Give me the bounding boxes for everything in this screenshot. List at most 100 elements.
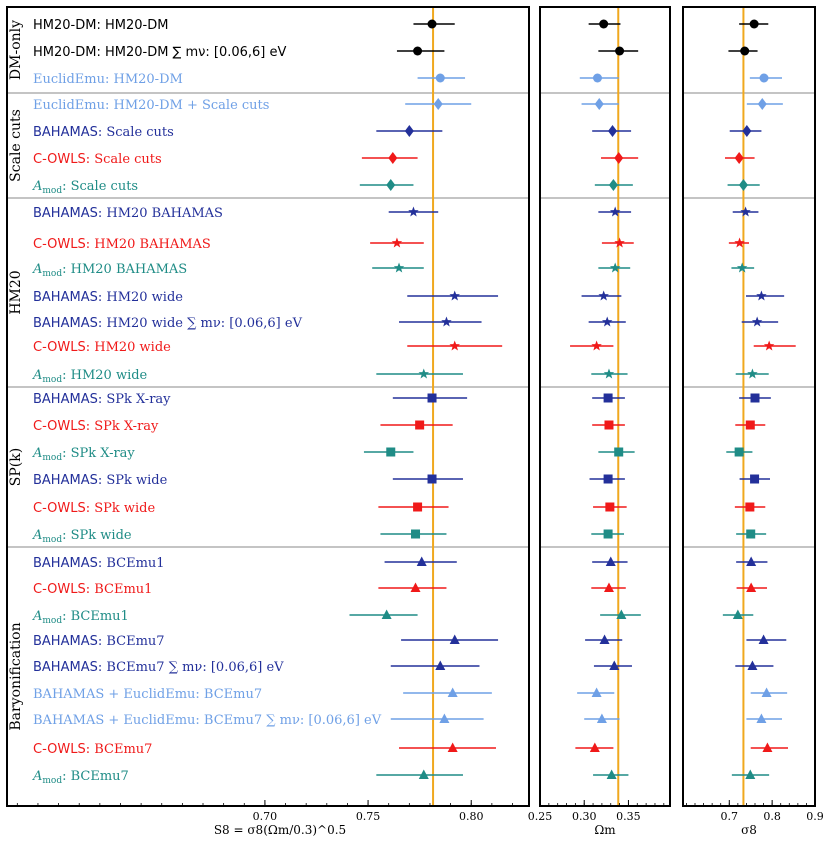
row-label: BAHAMAS: HM20 wide ∑ mν: [0.06,6] eV	[33, 316, 303, 331]
axis-label-3: σ8	[741, 823, 757, 837]
marker-star	[408, 206, 419, 217]
marker-star	[736, 262, 748, 273]
marker-star	[391, 237, 403, 248]
row-label: C-OWLS: HM20 BAHAMAS	[33, 237, 211, 252]
marker-diamond	[742, 125, 752, 137]
panels-background	[7, 7, 815, 806]
marker-triangle	[439, 713, 450, 723]
row-label: BAHAMAS: SPk wide	[33, 473, 168, 488]
row-label: Amod: BCEmu7	[32, 769, 129, 786]
tick-label: 0.9	[806, 810, 824, 823]
marker-circle	[427, 19, 437, 29]
marker-triangle	[599, 634, 610, 644]
marker-square	[413, 502, 423, 512]
row-label: C-OWLS: SPk wide	[33, 501, 156, 516]
row-label: Amod: Scale cuts	[32, 179, 138, 196]
row-label: BAHAMAS: HM20 BAHAMAS	[33, 206, 223, 221]
panel-2-frame	[539, 6, 671, 807]
marker-diamond	[608, 125, 618, 137]
marker-square	[745, 502, 755, 512]
row-label: BAHAMAS: HM20 wide	[33, 290, 183, 305]
marker-triangle	[606, 769, 617, 779]
row-label: BAHAMAS + EuclidEmu: BCEmu7 ∑ mν: [0.06,…	[33, 713, 382, 728]
marker-triangle	[416, 556, 427, 566]
row-label: EuclidEmu: HM20-DM	[33, 72, 183, 87]
marker-triangle	[605, 556, 616, 566]
marker-triangle	[603, 582, 614, 592]
marker-triangle	[746, 556, 757, 566]
row-label: HM20-DM: HM20-DM	[33, 18, 168, 33]
marker-square	[750, 393, 760, 403]
marker-circle	[749, 19, 759, 29]
marker-square	[415, 420, 425, 430]
marker-triangle	[589, 742, 600, 752]
tick-label: 0.25	[528, 810, 553, 823]
marker-diamond	[738, 179, 748, 191]
marker-circle	[740, 46, 750, 56]
marker-star	[603, 368, 615, 379]
marker-diamond	[757, 98, 767, 110]
marker-star	[601, 316, 613, 327]
tick-label: 0.75	[356, 810, 381, 823]
section-label: SP(k)	[8, 448, 24, 486]
marker-triangle	[762, 742, 773, 752]
marker-triangle	[761, 687, 772, 697]
marker-square	[603, 393, 613, 403]
marker-triangle	[418, 769, 429, 779]
marker-square	[603, 474, 613, 484]
marker-diamond	[433, 98, 443, 110]
marker-triangle	[756, 713, 767, 723]
tick-label: 0.70	[253, 810, 278, 823]
tick-label: 0.30	[572, 810, 597, 823]
marker-square	[746, 529, 756, 539]
row-label: BAHAMAS: SPk X-ray	[33, 392, 171, 407]
axis-label-1: S8 = σ8(Ωm/0.3)^0.5	[214, 823, 346, 837]
marker-triangle	[758, 634, 769, 644]
section-label: Baryonification	[8, 622, 24, 730]
row-label: Amod: HM20 BAHAMAS	[32, 262, 187, 279]
marker-triangle	[449, 634, 460, 644]
data-marks	[349, 19, 796, 779]
marker-triangle	[435, 660, 446, 670]
marker-star	[609, 206, 621, 217]
tick-label: 0.7	[721, 810, 739, 823]
row-labels: HM20-DM: HM20-DM HM20-DM: HM20-DM ∑ mν: […	[32, 18, 382, 786]
marker-star	[598, 290, 609, 301]
marker-diamond	[594, 98, 604, 110]
row-label: C-OWLS: BCEmu7	[33, 742, 152, 757]
marker-diamond	[404, 125, 414, 137]
panel-2-background	[540, 7, 670, 806]
marker-star	[614, 237, 625, 248]
row-label: Amod: SPk X-ray	[32, 446, 135, 463]
marker-star	[740, 206, 751, 217]
marker-square	[750, 474, 760, 484]
marker-triangle	[616, 609, 627, 619]
panel-3-frame	[682, 6, 816, 807]
marker-star	[591, 340, 602, 351]
marker-star	[734, 237, 745, 248]
marker-triangle	[747, 660, 758, 670]
section-labels: DM-only Scale cuts HM20 SP(k) Baryonificatio…	[8, 20, 24, 731]
marker-square	[386, 447, 396, 457]
row-label: C-OWLS: HM20 wide	[33, 340, 171, 355]
marker-circle	[435, 73, 445, 83]
marker-circle	[592, 73, 602, 83]
marker-diamond	[386, 179, 396, 191]
row-label: C-OWLS: Scale cuts	[33, 152, 162, 167]
marker-diamond	[388, 152, 398, 164]
marker-square	[603, 529, 613, 539]
row-label: EuclidEmu: HM20-DM + Scale cuts	[33, 98, 269, 113]
row-label: Amod: SPk wide	[32, 528, 132, 545]
marker-diamond	[734, 152, 744, 164]
marker-diamond	[608, 179, 618, 191]
marker-star	[763, 340, 775, 351]
row-label: BAHAMAS: BCEmu7	[33, 634, 165, 649]
panel-3-background	[683, 7, 815, 806]
section-label: DM-only	[8, 20, 24, 80]
row-label: HM20-DM: HM20-DM ∑ mν: [0.06,6] eV	[33, 45, 287, 60]
marker-star	[441, 316, 452, 327]
marker-triangle	[447, 742, 458, 752]
row-label: BAHAMAS: BCEmu7 ∑ mν: [0.06,6] eV	[33, 660, 284, 675]
marker-circle	[759, 73, 769, 83]
